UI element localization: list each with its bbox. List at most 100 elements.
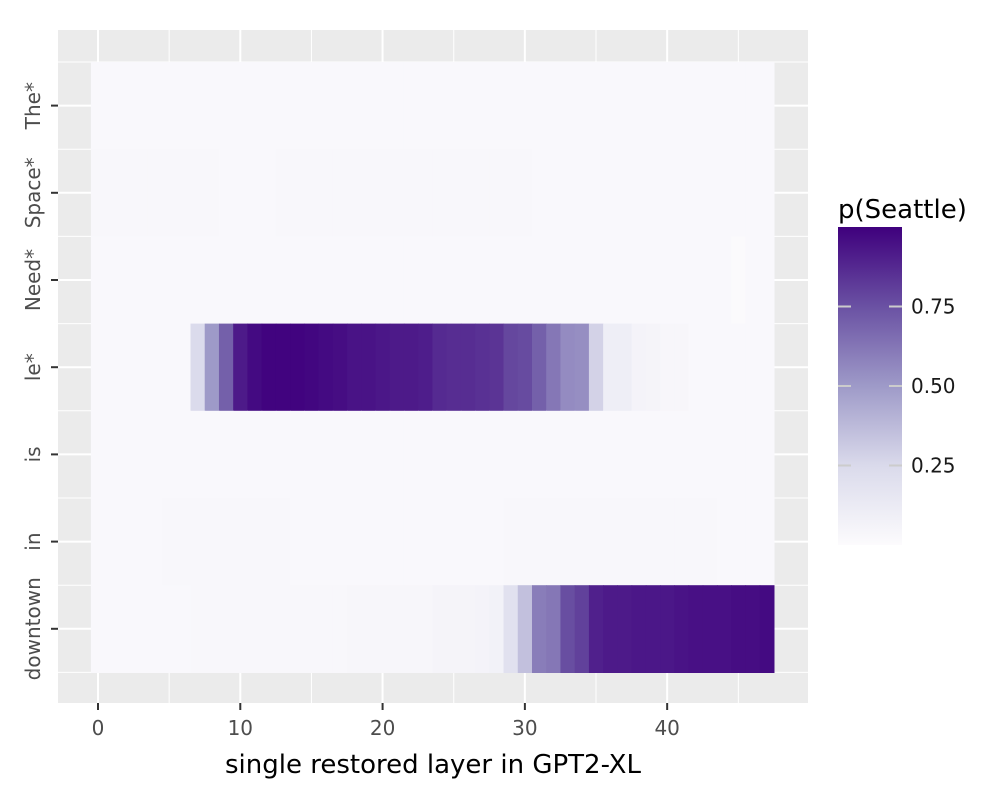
heatmap-cell [218, 585, 234, 673]
heatmap-cell [702, 149, 718, 237]
heatmap-cell [190, 62, 206, 150]
heatmap-cell [304, 498, 320, 586]
heatmap-cell [759, 410, 775, 499]
y-tick-label: le* [21, 353, 45, 381]
heatmap-cell [162, 585, 177, 673]
heatmap-cell [290, 149, 305, 237]
heatmap-cell [546, 410, 562, 499]
heatmap-cell [247, 323, 263, 412]
heatmap-cell [475, 585, 490, 673]
heatmap-cell [204, 149, 220, 237]
heatmap-cell [716, 323, 732, 412]
y-tick-label: is [21, 446, 45, 462]
heatmap-cell [617, 62, 633, 150]
heatmap-cell [688, 323, 704, 412]
heatmap-cell [332, 585, 348, 673]
heatmap-cell [147, 323, 163, 412]
heatmap-cell [105, 323, 120, 412]
heatmap-cell [674, 62, 690, 150]
heatmap-cell [674, 585, 690, 673]
heatmap-cell [574, 236, 590, 325]
heatmap-cell [162, 236, 177, 325]
y-tick-label: Need* [21, 249, 45, 311]
heatmap-cell [90, 149, 106, 237]
heatmap-cell [133, 498, 149, 586]
heatmap-cell [247, 62, 263, 150]
heatmap-cell [617, 585, 633, 673]
heatmap-cell [731, 149, 747, 237]
heatmap-cell [233, 236, 249, 325]
heatmap-cell [389, 149, 405, 237]
heatmap-cell [588, 149, 604, 237]
heatmap-cell [204, 410, 220, 499]
heatmap-cell [290, 62, 305, 150]
heatmap-cell [588, 323, 604, 412]
heatmap-cell [233, 498, 249, 586]
heatmap-cell [119, 585, 135, 673]
heatmap-cell [645, 585, 661, 673]
heatmap-cell [361, 62, 377, 150]
heatmap-cell [631, 62, 647, 150]
heatmap-cell [588, 498, 604, 586]
heatmap-cell [745, 149, 761, 237]
heatmap-cell [233, 323, 249, 412]
heatmap-cell [332, 236, 348, 325]
heatmap-cell [318, 149, 334, 237]
heatmap-cell [546, 323, 562, 412]
heatmap-cell [375, 62, 391, 150]
heatmap-cell [660, 498, 675, 586]
heatmap-cell [759, 62, 775, 150]
heatmap-cell [745, 62, 761, 150]
heatmap-cell [574, 585, 590, 673]
heatmap-cell [332, 323, 348, 412]
heatmap-cell [304, 410, 320, 499]
heatmap-cell [147, 62, 163, 150]
heatmap-cell [432, 323, 448, 412]
heatmap-cell [119, 498, 135, 586]
heatmap-cell [90, 498, 106, 586]
heatmap-cell [105, 236, 120, 325]
x-axis: 0 10 20 30 40 [92, 703, 680, 740]
heatmap-cell [731, 323, 747, 412]
heatmap-cell [176, 498, 192, 586]
heatmap-cell [731, 498, 747, 586]
heatmap-cell [261, 498, 277, 586]
heatmap-cell [645, 498, 661, 586]
heatmap-cell [560, 585, 576, 673]
heatmap-cell [560, 410, 576, 499]
heatmap-cell [631, 323, 647, 412]
heatmap-cell [318, 410, 334, 499]
heatmap-cell [218, 62, 234, 150]
heatmap-cell [432, 585, 448, 673]
heatmap-cell [731, 410, 747, 499]
heatmap-cell [389, 323, 405, 412]
heatmap-cell [588, 236, 604, 325]
heatmap-cell [261, 236, 277, 325]
heatmap-cell [361, 585, 377, 673]
heatmap-cell [503, 585, 519, 673]
heatmap-cell [204, 323, 220, 412]
heatmap-cell [688, 498, 704, 586]
x-tick-label: 40 [654, 716, 679, 740]
heatmap-cell [731, 236, 747, 325]
heatmap-cell [275, 62, 291, 150]
heatmap-cell [275, 410, 291, 499]
heatmap-cell [105, 410, 120, 499]
heatmap-cell [105, 585, 120, 673]
heatmap-cell [674, 410, 690, 499]
heatmap-cells [90, 62, 775, 673]
heatmap-cell [147, 585, 163, 673]
heatmap-cell [759, 498, 775, 586]
heatmap-cell [560, 62, 576, 150]
heatmap-cell [418, 149, 433, 237]
heatmap-cell [347, 236, 362, 325]
heatmap-cell [275, 585, 291, 673]
heatmap-cell [660, 149, 675, 237]
heatmap-cell [674, 149, 690, 237]
heatmap-cell [432, 498, 448, 586]
heatmap-cell [375, 585, 391, 673]
heatmap-cell [603, 323, 618, 412]
heatmap-cell [347, 323, 362, 412]
heatmap-cell [261, 62, 277, 150]
